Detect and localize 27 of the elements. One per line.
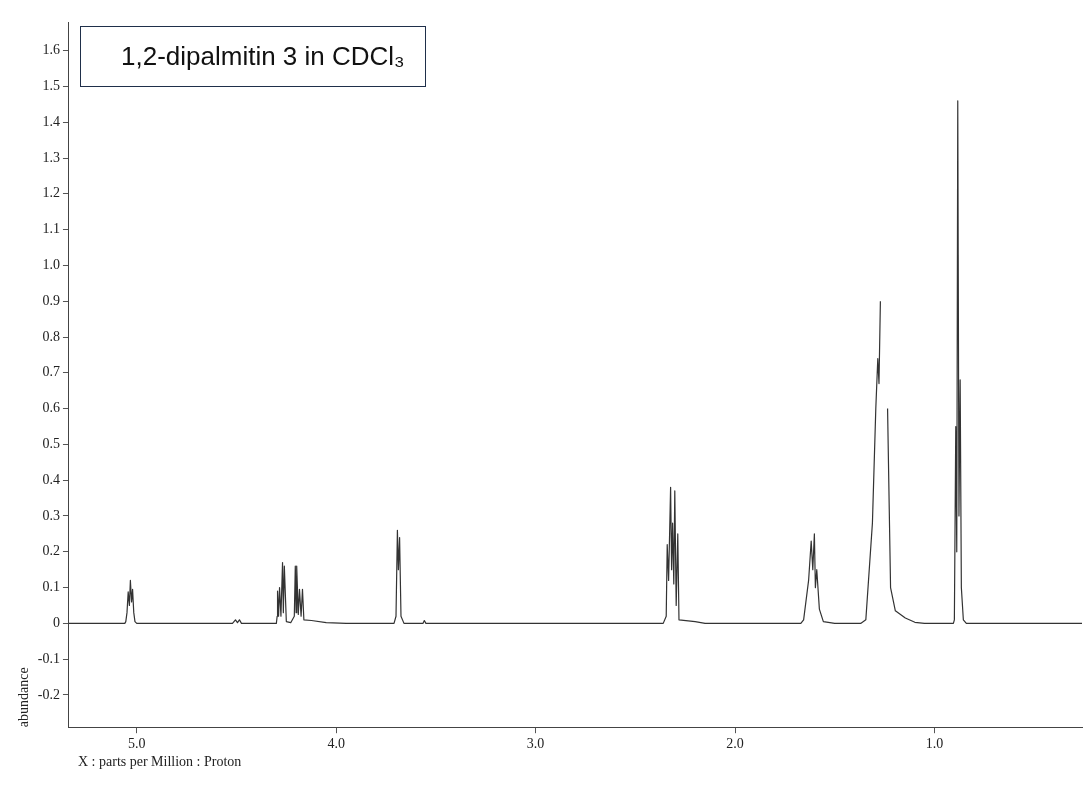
y-tick-label: 0.6 (42, 400, 60, 416)
y-tick-label: 0.2 (42, 543, 60, 559)
y-tick-label: 0.1 (42, 579, 60, 595)
y-tick-label: 1.4 (42, 113, 60, 129)
y-tick-label: 1.5 (42, 78, 60, 94)
y-tick-label: 1.6 (42, 42, 60, 58)
annotation: 1,2-dipalmitin 3 in CDCl₃ (80, 26, 426, 87)
y-tick-label: -0.2 (37, 686, 60, 702)
y-tick-label: -0.1 (37, 650, 60, 666)
x-tick-label: 3.0 (526, 736, 545, 752)
y-tick-label: 0.7 (42, 364, 60, 380)
y-tick-label: 0.3 (42, 507, 60, 523)
y-tick-label: 0.4 (42, 471, 60, 487)
y-tick-label: 1.3 (42, 149, 60, 165)
y-tick-label: 0 (52, 615, 60, 631)
y-tick-label: 0.5 (42, 436, 60, 452)
y-tick-label: 1.2 (42, 185, 60, 201)
y-tick-label: 1.0 (42, 257, 60, 273)
x-tick-label: 5.0 (128, 736, 146, 752)
y-axis-title: abundance (16, 667, 32, 728)
x-tick-label: 2.0 (726, 736, 744, 752)
x-axis-title: X : parts per Million : Proton (78, 754, 242, 770)
x-tick-label: 4.0 (327, 736, 345, 752)
y-tick-label: 1.1 (42, 221, 60, 237)
y-tick-label: 0.9 (42, 292, 60, 308)
x-tick-label: 1.0 (925, 736, 944, 752)
y-tick-label: 0.8 (42, 328, 60, 344)
